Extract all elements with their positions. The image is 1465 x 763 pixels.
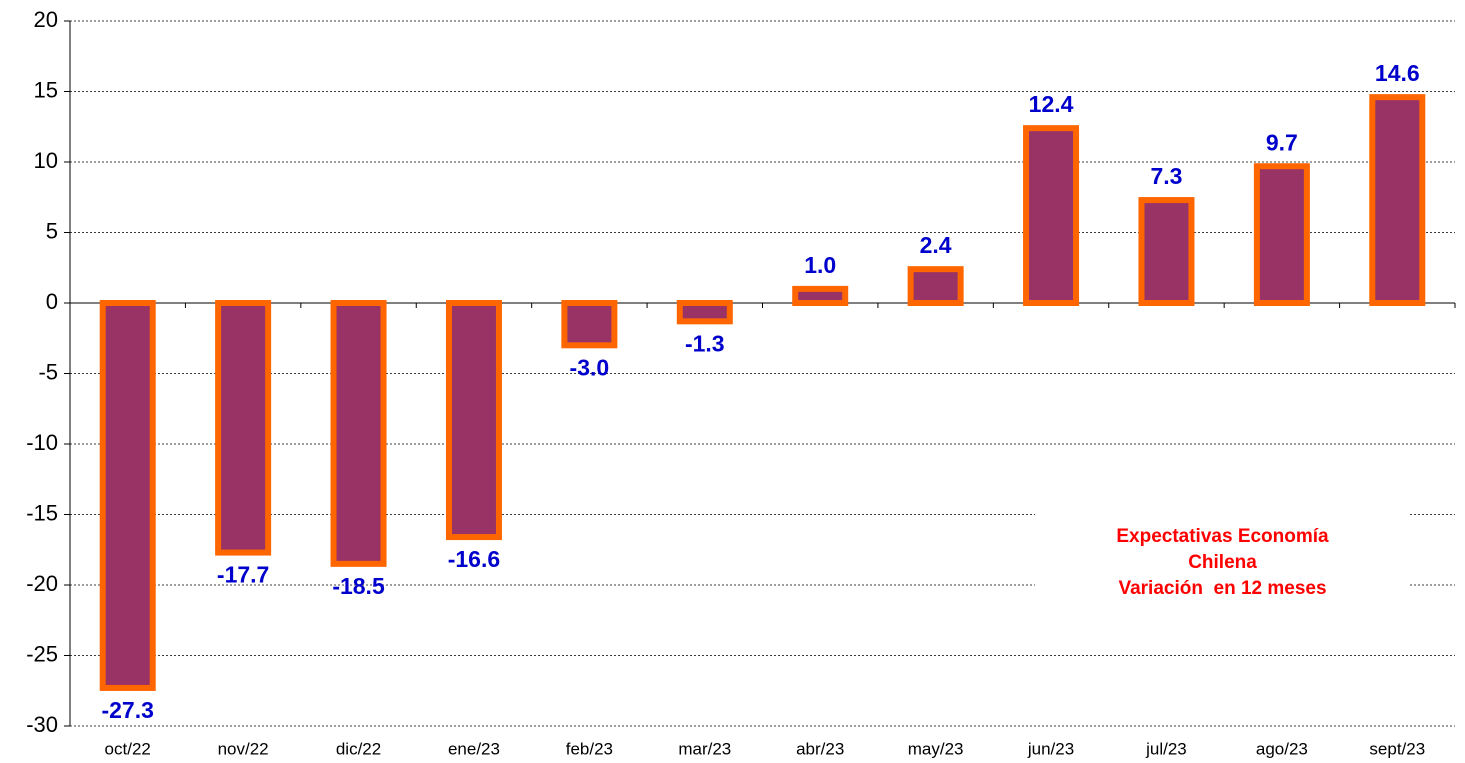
bar [1253, 163, 1310, 306]
y-tick-label: 10 [34, 148, 58, 173]
bar [792, 285, 849, 306]
y-tick-label: -5 [38, 359, 58, 384]
bar [1138, 197, 1195, 307]
x-tick-label: nov/22 [218, 739, 269, 758]
value-label: -3.0 [570, 354, 610, 380]
value-label: 1.0 [804, 252, 836, 278]
value-label: 12.4 [1029, 91, 1074, 117]
x-tick-label: abr/23 [796, 739, 844, 758]
value-label: 14.6 [1375, 60, 1420, 86]
bar [1369, 94, 1426, 306]
value-label: -27.3 [101, 697, 153, 723]
y-tick-label: 5 [46, 218, 58, 243]
x-tick-label: may/23 [908, 739, 964, 758]
x-tick-label: feb/23 [566, 739, 613, 758]
value-label: 2.4 [920, 232, 952, 258]
bar [907, 266, 964, 307]
bar [1023, 125, 1080, 306]
y-tick-label: -30 [26, 712, 58, 737]
y-tick-label: -10 [26, 430, 58, 455]
y-tick-label: 0 [46, 289, 58, 314]
x-tick-label: ene/23 [448, 739, 500, 758]
y-tick-label: -25 [26, 641, 58, 666]
annotation: Chilena [1188, 552, 1257, 573]
bar [561, 300, 618, 349]
annotation-box [1035, 505, 1410, 615]
bar [676, 300, 733, 325]
x-tick-label: dic/22 [336, 739, 381, 758]
value-label: -16.6 [448, 546, 500, 572]
value-label: 7.3 [1150, 163, 1182, 189]
bar [445, 300, 502, 541]
value-label: -1.3 [685, 330, 725, 356]
y-tick-label: -15 [26, 500, 58, 525]
annotation: Expectativas Economía [1116, 526, 1329, 547]
x-tick-label: ago/23 [1256, 739, 1308, 758]
value-label: 9.7 [1266, 129, 1298, 155]
x-tick-label: jul/23 [1145, 739, 1187, 758]
y-tick-label: 20 [34, 7, 58, 32]
bar [330, 300, 387, 567]
y-tick-label: -20 [26, 571, 58, 596]
x-tick-label: sept/23 [1369, 739, 1425, 758]
value-label: -17.7 [217, 562, 269, 588]
value-label: -18.5 [332, 573, 385, 599]
y-tick-label: 15 [34, 77, 58, 102]
x-tick-label: mar/23 [678, 739, 731, 758]
bar [99, 300, 156, 691]
bar [215, 300, 272, 556]
x-tick-label: jun/23 [1027, 739, 1074, 758]
x-tick-label: oct/22 [105, 739, 151, 758]
annotation: Variación en 12 meses [1118, 578, 1326, 599]
